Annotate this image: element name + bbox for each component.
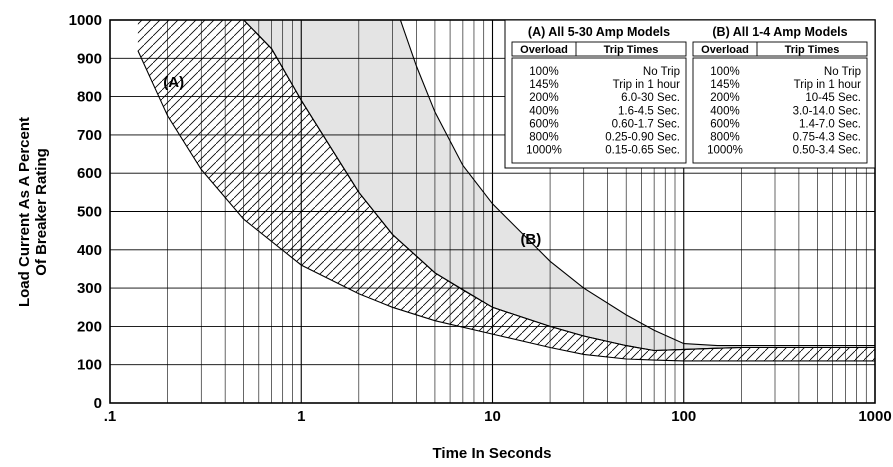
trip-table-time: No Trip <box>824 66 861 78</box>
band-b <box>243 20 875 351</box>
trip-table-header: Overload <box>701 44 749 56</box>
x-axis-title: Time In Seconds <box>433 445 552 462</box>
trip-table-time: 1.6-4.5 Sec. <box>618 105 680 117</box>
y-tick-label: 800 <box>77 89 102 106</box>
y-tick-label: 700 <box>77 127 102 144</box>
trip-table-overload: 200% <box>710 92 739 104</box>
trip-table-time: 10-45 Sec. <box>805 92 861 104</box>
trip-table-overload: 400% <box>710 105 739 117</box>
y-tick-label: 1000 <box>69 12 102 29</box>
curve-a-min <box>137 50 875 362</box>
trip-table-overload: 1000% <box>707 145 743 157</box>
trip-table-overload: 400% <box>529 105 558 117</box>
trip-table-a: (A) All 5-30 Amp Models Overload Trip Time… <box>511 25 687 164</box>
x-tick-label: 1 <box>297 408 305 425</box>
trip-table-time: 3.0-14.0 Sec. <box>793 105 861 117</box>
trip-table-overload: 200% <box>529 92 558 104</box>
trip-table-header-cell <box>511 41 687 57</box>
trip-table-overload: 800% <box>529 132 558 144</box>
trip-table-time: 0.75-4.3 Sec. <box>793 132 861 144</box>
curve-label: (B) <box>520 231 541 248</box>
trip-table-panel <box>504 19 876 169</box>
trip-table-title: (B) All 1-4 Amp Models <box>712 25 847 39</box>
plot-frame <box>109 19 876 404</box>
curve-b-max <box>399 20 875 347</box>
x-tick-label: 10 <box>484 408 501 425</box>
y-tick-label: 500 <box>77 204 102 221</box>
trip-table-time: 6.0-30 Sec. <box>621 92 680 104</box>
y-tick-label: 0 <box>94 395 102 412</box>
trip-table-body <box>511 57 687 164</box>
x-tick-label: .1 <box>104 408 117 425</box>
x-tick-label: 1000 <box>858 408 891 425</box>
trip-table-header: Overload <box>520 44 568 56</box>
trip-table-title: (A) All 5-30 Amp Models <box>528 25 670 39</box>
trip-table-time: No Trip <box>643 66 680 78</box>
trip-table-time: Trip in 1 hour <box>613 79 680 91</box>
trip-table-header-cell <box>692 41 868 57</box>
trip-table-overload: 1000% <box>526 145 562 157</box>
trip-table-body <box>692 57 868 164</box>
trip-table-header: Trip Times <box>785 44 840 56</box>
curve-label: (A) <box>163 74 184 91</box>
x-tick-label: 100 <box>671 408 696 425</box>
trip-table-time: 0.60-1.7 Sec. <box>612 118 680 130</box>
trip-table-overload: 100% <box>710 66 739 78</box>
trip-table-time: 1.4-7.0 Sec. <box>799 118 861 130</box>
y-tick-label: 900 <box>77 50 102 67</box>
y-tick-label: 200 <box>77 318 102 335</box>
y-axis-title-line-1: Load Current As A Percent <box>16 117 33 307</box>
trip-table-overload: 100% <box>529 66 558 78</box>
y-tick-label: 400 <box>77 242 102 259</box>
y-axis-title: Load Current As A Percent Of Breaker Rat… <box>16 117 50 307</box>
trip-table-b: (B) All 1-4 Amp Models Overload Trip Times… <box>692 25 868 164</box>
trip-table-overload: 145% <box>710 79 739 91</box>
curve-b-min <box>243 20 875 352</box>
y-tick-label: 300 <box>77 280 102 297</box>
band-a <box>137 20 875 361</box>
trip-table-time: Trip in 1 hour <box>794 79 861 91</box>
y-tick-label: 100 <box>77 357 102 374</box>
y-axis-title-line-2: Of Breaker Rating <box>33 148 50 276</box>
trip-table-time: 0.50-3.4 Sec. <box>793 145 861 157</box>
y-tick-label: 600 <box>77 165 102 182</box>
trip-table-time: 0.25-0.90 Sec. <box>605 132 680 144</box>
trip-table-overload: 800% <box>710 132 739 144</box>
trip-table-overload: 145% <box>529 79 558 91</box>
trip-table-time: 0.15-0.65 Sec. <box>605 145 680 157</box>
trip-table-overload: 600% <box>710 118 739 130</box>
trip-table-overload: 600% <box>529 118 558 130</box>
trip-table-header: Trip Times <box>604 44 659 56</box>
